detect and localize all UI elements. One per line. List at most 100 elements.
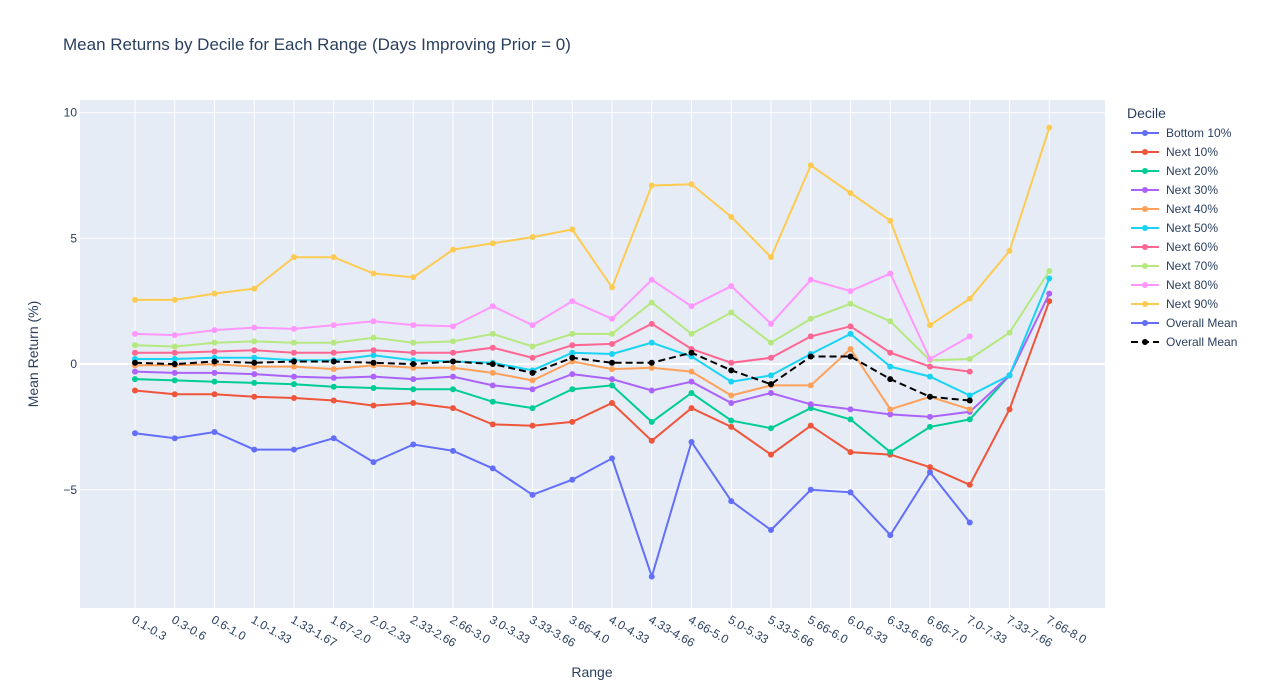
data-point (132, 296, 138, 303)
legend-item[interactable]: Next 60% (1131, 240, 1218, 254)
data-point (1006, 372, 1013, 379)
data-point (450, 373, 456, 380)
data-point (609, 366, 615, 373)
data-point (370, 334, 377, 341)
legend-marker (1142, 187, 1148, 193)
data-point (569, 418, 576, 425)
data-point (807, 422, 814, 429)
data-point (171, 435, 178, 442)
data-point (569, 349, 576, 356)
data-point (609, 455, 615, 462)
legend-item[interactable]: Overall Mean (1131, 316, 1237, 330)
data-point (569, 298, 576, 305)
series-line (135, 127, 1051, 327)
data-point (807, 333, 814, 340)
data-point (529, 422, 536, 429)
data-point (847, 323, 854, 330)
data-point (688, 349, 695, 356)
legend-item[interactable]: Overall Mean (1131, 335, 1237, 349)
data-point (887, 270, 894, 277)
legend-label: Next 60% (1166, 240, 1218, 254)
x-axis-label: Range (571, 664, 612, 680)
data-point (291, 446, 297, 453)
data-point (132, 376, 138, 383)
data-point (132, 430, 138, 437)
legend-item[interactable]: Next 50% (1131, 221, 1218, 235)
legend-marker (1142, 130, 1148, 136)
legend-item[interactable]: Next 10% (1131, 145, 1218, 159)
legend-item[interactable]: Next 30% (1131, 183, 1218, 197)
data-point (489, 398, 496, 405)
data-point (330, 254, 337, 261)
legend-item[interactable]: Next 40% (1131, 202, 1218, 216)
data-point (370, 402, 377, 409)
data-point (807, 276, 814, 283)
data-point (330, 339, 337, 346)
data-point (609, 382, 615, 389)
data-point (489, 361, 496, 368)
legend-item[interactable]: Next 80% (1131, 278, 1218, 292)
data-point (609, 351, 615, 357)
x-tick-label: 4.0-4.33 (607, 612, 652, 646)
series-group (132, 268, 1053, 364)
data-point (887, 406, 894, 413)
data-point (688, 439, 695, 446)
data-point (370, 318, 377, 325)
data-point (1006, 247, 1013, 254)
data-point (768, 339, 774, 346)
x-tick-label: 1.0-1.33 (249, 612, 294, 646)
legend-marker (1142, 225, 1148, 231)
data-point (370, 270, 377, 277)
y-tick-label: 0 (70, 357, 77, 371)
data-point (847, 190, 854, 197)
data-point (728, 498, 735, 505)
data-point (251, 324, 258, 331)
data-point (1046, 298, 1053, 305)
data-point (847, 489, 854, 496)
series-line (134, 300, 1051, 487)
legend-item[interactable]: Next 90% (1131, 297, 1218, 311)
legend[interactable]: Decile Bottom 10% Next 10% Next 20% Next 30… (1127, 105, 1237, 349)
legend-item[interactable]: Bottom 10% (1131, 126, 1232, 140)
data-point (887, 349, 894, 356)
data-point (171, 361, 178, 368)
data-point (132, 368, 138, 375)
data-point (609, 315, 615, 322)
data-point (609, 400, 615, 407)
data-point (847, 406, 854, 413)
series-line (134, 270, 1051, 362)
data-point (251, 446, 258, 453)
data-point (927, 393, 933, 400)
y-axis-label: Mean Return (%) (25, 301, 41, 408)
data-point (609, 359, 615, 366)
data-point (330, 349, 337, 356)
legend-item[interactable]: Next 70% (1131, 259, 1218, 273)
data-point (370, 352, 377, 359)
series-group (132, 320, 973, 375)
data-point (887, 411, 894, 418)
data-point (847, 288, 854, 295)
x-tick-label: 3.0-3.33 (487, 612, 532, 646)
data-point (410, 386, 417, 393)
legend-item[interactable]: Next 20% (1131, 164, 1218, 178)
data-point (966, 519, 973, 526)
data-point (529, 405, 536, 412)
data-point (847, 300, 854, 307)
data-point (489, 303, 496, 310)
data-point (688, 389, 695, 396)
data-point (1046, 124, 1053, 131)
data-point (807, 486, 814, 493)
data-point (330, 383, 337, 390)
legend-label: Next 10% (1166, 145, 1218, 159)
legend-marker (1142, 301, 1148, 307)
data-point (450, 349, 456, 356)
data-point (410, 400, 417, 407)
legend-label: Overall Mean (1166, 316, 1237, 330)
data-point (291, 349, 297, 356)
data-point (728, 400, 735, 407)
data-point (688, 378, 695, 385)
data-point (847, 345, 854, 352)
data-point (966, 356, 973, 363)
data-point (450, 405, 456, 412)
